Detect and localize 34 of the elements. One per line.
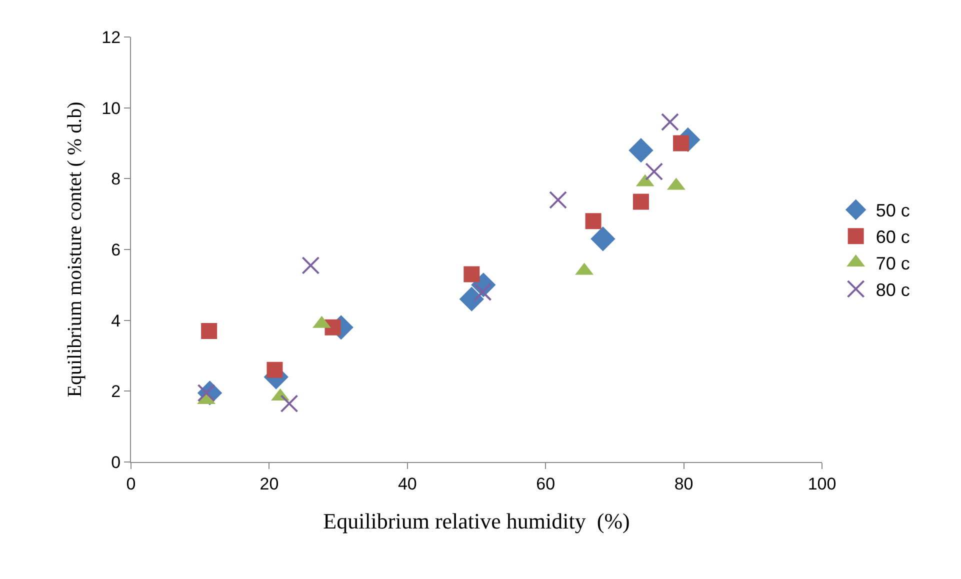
legend-label: 70 c	[876, 254, 910, 274]
point	[266, 362, 283, 378]
legend-label: 60 c	[876, 227, 910, 248]
point	[590, 226, 616, 252]
point	[459, 286, 484, 312]
point	[645, 162, 664, 181]
x-tick-label: 40	[398, 474, 417, 494]
point	[280, 394, 298, 413]
x-tick-label: 80	[674, 474, 694, 494]
y-tick-label: 0	[111, 452, 121, 472]
point	[324, 319, 341, 336]
point	[628, 138, 654, 163]
legend-label: 50 c	[876, 200, 910, 221]
x-tick-label: 0	[126, 474, 136, 494]
point	[549, 190, 568, 209]
x-tick-label: 100	[808, 474, 836, 494]
y-tick-label: 4	[111, 311, 121, 330]
y-tick-label: 10	[102, 98, 121, 118]
point	[201, 322, 218, 339]
point	[673, 135, 690, 152]
y-axis-title: Equilibrium moisture contet ( % d.b)	[64, 102, 86, 398]
legend-label: 80 c	[876, 280, 910, 300]
y-tick-label: 6	[111, 240, 121, 260]
y-tick-label: 12	[102, 28, 121, 47]
point	[302, 256, 320, 274]
x-axis-title: Equilibrium relative humidity (%)	[323, 508, 630, 534]
point	[585, 213, 602, 230]
point	[464, 266, 480, 282]
y-tick-label: 2	[111, 382, 121, 402]
point	[660, 113, 679, 131]
y-tick-label: 8	[111, 170, 121, 189]
x-tick-label: 60	[536, 474, 556, 494]
x-tick-label: 20	[260, 474, 279, 494]
point	[632, 194, 649, 210]
